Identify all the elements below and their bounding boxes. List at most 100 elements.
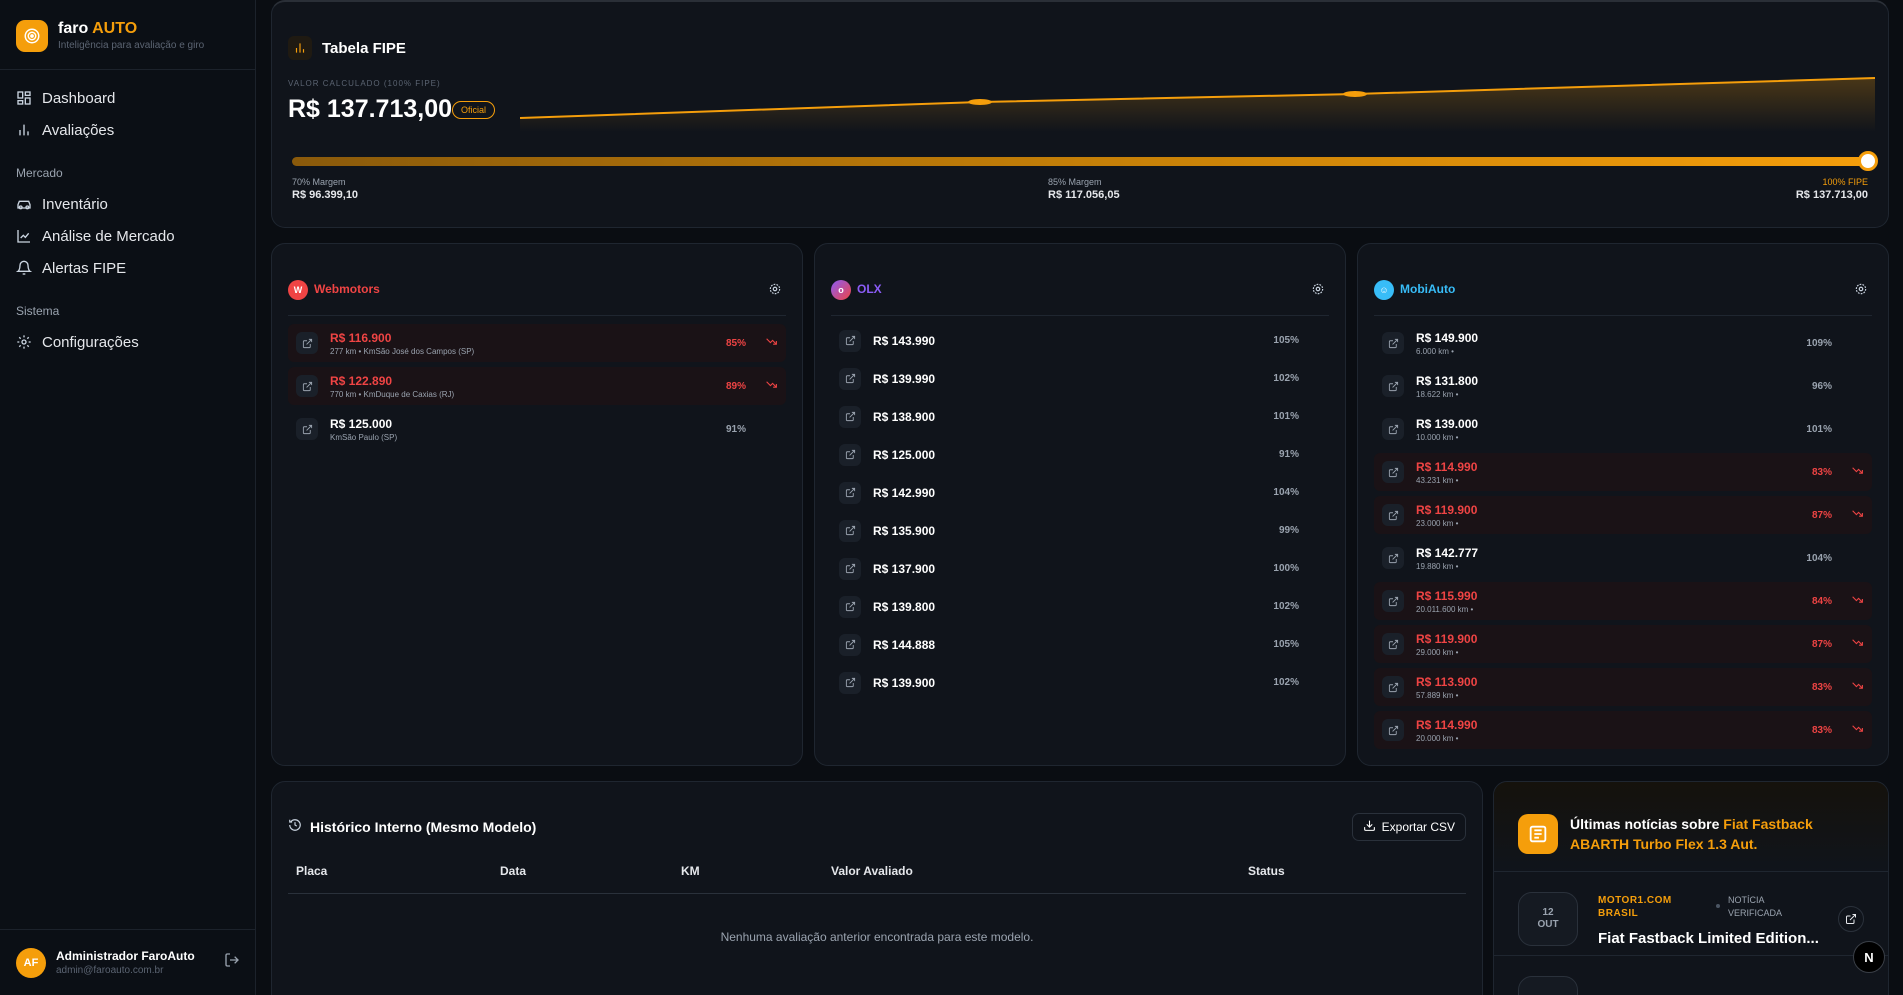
external-link-icon[interactable]: [839, 405, 861, 428]
listing-row[interactable]: R$ 139.990 102%: [831, 362, 1329, 395]
fipe-percentage: 91%: [1278, 449, 1299, 460]
external-link-icon[interactable]: [1382, 590, 1404, 612]
listing-price: R$ 114.990: [1416, 459, 1478, 474]
gear-icon[interactable]: [1854, 282, 1868, 301]
trending-down-icon: [1851, 722, 1864, 738]
fipe-sparkline: [520, 77, 1875, 132]
gear-icon[interactable]: [1311, 282, 1325, 301]
listing-detail: 23.000 km •: [1416, 518, 1459, 528]
external-link-icon[interactable]: [1382, 504, 1404, 526]
listing-row[interactable]: R$ 144.888 105%: [831, 628, 1329, 661]
brand-name-part2: AUTO: [92, 20, 138, 37]
external-link-icon[interactable]: [839, 633, 861, 656]
listing-row[interactable]: R$ 119.900 29.000 km • 87%: [1374, 625, 1872, 663]
external-link-icon[interactable]: [1382, 375, 1404, 397]
news-verified-tag: NOTÍCIA VERIFICADA: [1728, 895, 1783, 918]
listing-price: R$ 137.900: [873, 561, 936, 576]
sidebar-item-alertas[interactable]: Alertas FIPE: [16, 252, 239, 284]
listing-info: R$ 138.900: [873, 410, 935, 424]
column-header-data[interactable]: Data: [500, 864, 527, 878]
sidebar-item-configuracoes[interactable]: Configurações: [16, 326, 239, 358]
external-link-icon[interactable]: [1382, 418, 1404, 440]
listing-row[interactable]: R$ 142.777 19.880 km • 104%: [1374, 539, 1872, 577]
news-date-day: 12: [1542, 907, 1554, 918]
external-link-icon[interactable]: [839, 595, 861, 618]
external-link-icon[interactable]: [839, 557, 861, 580]
tick-85: 85% Margem R$ 117.056,05: [1048, 177, 1120, 201]
listing-row[interactable]: R$ 131.800 18.622 km • 96%: [1374, 367, 1872, 405]
listing-row[interactable]: R$ 113.900 57.889 km • 83%: [1374, 668, 1872, 706]
fipe-percentage: 100%: [1273, 563, 1299, 574]
trending-down-icon: [1851, 464, 1864, 480]
external-link-icon[interactable]: [839, 329, 861, 352]
column-header-placa[interactable]: Placa: [296, 864, 328, 878]
brand-logo-icon: [16, 19, 48, 52]
listing-row[interactable]: R$ 119.900 23.000 km • 87%: [1374, 496, 1872, 534]
listing-row[interactable]: R$ 139.800 102%: [831, 590, 1329, 623]
listing-row[interactable]: R$ 149.900 6.000 km • 109%: [1374, 324, 1872, 362]
listing-info: R$ 137.900: [873, 562, 935, 576]
listing-detail: 10.000 km •: [1416, 432, 1459, 442]
external-link-icon[interactable]: [1382, 461, 1404, 483]
sidebar-item-label: Avaliações: [42, 121, 115, 139]
listing-row[interactable]: R$ 115.990 20.011.600 km • 84%: [1374, 582, 1872, 620]
listing-row[interactable]: R$ 143.990 105%: [831, 324, 1329, 357]
news-date-month: OUT: [1537, 919, 1559, 930]
listing-row[interactable]: R$ 116.900 277 km • KmSão José dos Campos…: [288, 324, 786, 362]
listing-row[interactable]: R$ 139.900 102%: [831, 666, 1329, 699]
external-link-icon[interactable]: [839, 443, 861, 466]
column-header-status[interactable]: Status: [1248, 864, 1285, 878]
external-link-icon[interactable]: [296, 375, 318, 397]
tick-label: 100% FIPE: [1822, 177, 1868, 187]
listing-row[interactable]: R$ 142.990 104%: [831, 476, 1329, 509]
tick-value: R$ 117.056,05: [1048, 189, 1120, 201]
external-link-icon[interactable]: [839, 367, 861, 390]
external-link-icon[interactable]: [1382, 547, 1404, 569]
external-link-icon[interactable]: [839, 671, 861, 694]
listing-row[interactable]: R$ 122.890 770 km • KmDuque de Caxias (RJ…: [288, 367, 786, 405]
sparkline-point: [1343, 91, 1367, 97]
sidebar-item-inventario[interactable]: Inventário: [16, 188, 239, 220]
news-item[interactable]: [1494, 872, 1888, 956]
brand[interactable]: faro AUTO Inteligência para avaliação e …: [0, 0, 255, 70]
sidebar-item-analise[interactable]: Análise de Mercado: [16, 220, 239, 252]
next-dev-badge[interactable]: N: [1853, 941, 1885, 973]
listing-row[interactable]: R$ 135.900 99%: [831, 514, 1329, 547]
fipe-percentage: 105%: [1273, 639, 1299, 650]
news-headline[interactable]: Fiat Fastback Limited Edition...: [1598, 930, 1819, 947]
column-header-km[interactable]: KM: [681, 864, 700, 878]
external-link-icon[interactable]: [839, 481, 861, 504]
listing-row[interactable]: R$ 125.000 91%: [831, 438, 1329, 471]
trending-down-icon: [1851, 679, 1864, 695]
avatar[interactable]: AF: [16, 947, 46, 978]
listing-row[interactable]: R$ 138.900 101%: [831, 400, 1329, 433]
external-link-icon[interactable]: [296, 332, 318, 354]
listing-row[interactable]: R$ 114.990 43.231 km • 83%: [1374, 453, 1872, 491]
fipe-percentage: 87%: [1811, 509, 1832, 521]
external-link-icon[interactable]: [839, 519, 861, 542]
listing-info: R$ 113.900 57.889 km •: [1416, 675, 1477, 700]
external-link-icon[interactable]: [1382, 633, 1404, 655]
external-link-icon[interactable]: [1382, 719, 1404, 741]
range-knob[interactable]: [1858, 151, 1878, 171]
external-link-icon[interactable]: [296, 418, 318, 440]
external-link-icon[interactable]: [1382, 332, 1404, 354]
news-date-next: [1518, 976, 1578, 995]
listing-row[interactable]: R$ 137.900 100%: [831, 552, 1329, 585]
grid-icon: [16, 90, 32, 106]
column-header-valor[interactable]: Valor Avaliado: [831, 864, 913, 878]
fipe-range-slider[interactable]: [292, 151, 1878, 171]
listing-row[interactable]: R$ 125.000 KmSão Paulo (SP) 91%: [288, 410, 786, 448]
logout-icon[interactable]: [224, 952, 240, 973]
gear-icon: [16, 334, 32, 350]
gear-icon[interactable]: [768, 282, 782, 301]
listing-price: R$ 119.900: [1416, 631, 1478, 646]
sidebar-item-avaliacoes[interactable]: Avaliações: [16, 114, 239, 146]
listing-row[interactable]: R$ 139.000 10.000 km • 101%: [1374, 410, 1872, 448]
listing-row[interactable]: R$ 114.990 20.000 km • 83%: [1374, 711, 1872, 749]
sidebar-item-dashboard[interactable]: Dashboard: [16, 82, 239, 114]
fipe-percentage: 104%: [1273, 487, 1299, 498]
export-csv-button[interactable]: Exportar CSV: [1351, 813, 1466, 841]
external-link-icon[interactable]: [1382, 676, 1404, 698]
external-link-icon[interactable]: [1838, 906, 1864, 932]
